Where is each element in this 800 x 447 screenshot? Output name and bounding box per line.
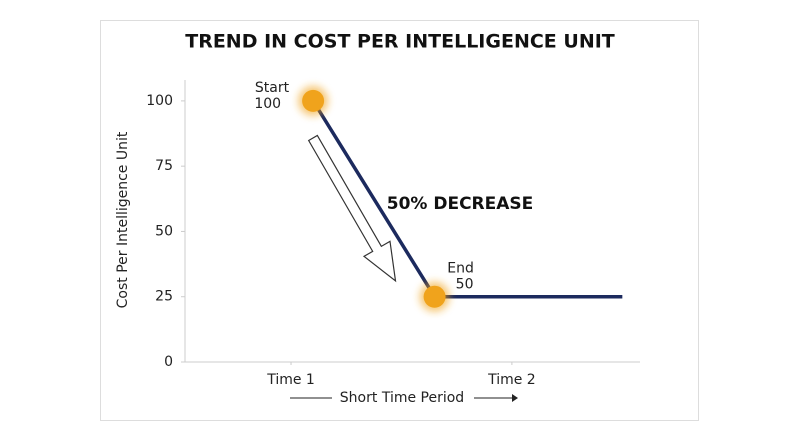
x-axis-title-arrowhead [512, 394, 518, 402]
point-label-value: 50 [456, 277, 474, 293]
x-tick-label: Time 1 [266, 372, 315, 388]
y-tick-label: 100 [146, 93, 173, 109]
x-axis-title: Short Time Period [340, 390, 464, 406]
y-axis-title: Cost Per Intelligence Unit [115, 131, 131, 308]
chart-frame [100, 20, 699, 421]
point-label-name: Start [255, 80, 290, 96]
decrease-arrow [307, 134, 397, 283]
y-tick-label: 0 [164, 354, 173, 370]
point-marker [423, 285, 446, 308]
y-tick-label: 75 [155, 158, 173, 174]
point-marker [302, 89, 325, 112]
chart-title: TREND IN COST PER INTELLIGENCE UNIT [185, 31, 615, 53]
point-label-value: 100 [254, 96, 281, 112]
y-tick-label: 25 [155, 289, 173, 305]
x-tick-label: Time 2 [487, 372, 536, 388]
y-tick-label: 50 [155, 223, 173, 239]
decrease-annotation: 50% DECREASE [387, 194, 534, 214]
point-label-name: End [447, 261, 474, 277]
